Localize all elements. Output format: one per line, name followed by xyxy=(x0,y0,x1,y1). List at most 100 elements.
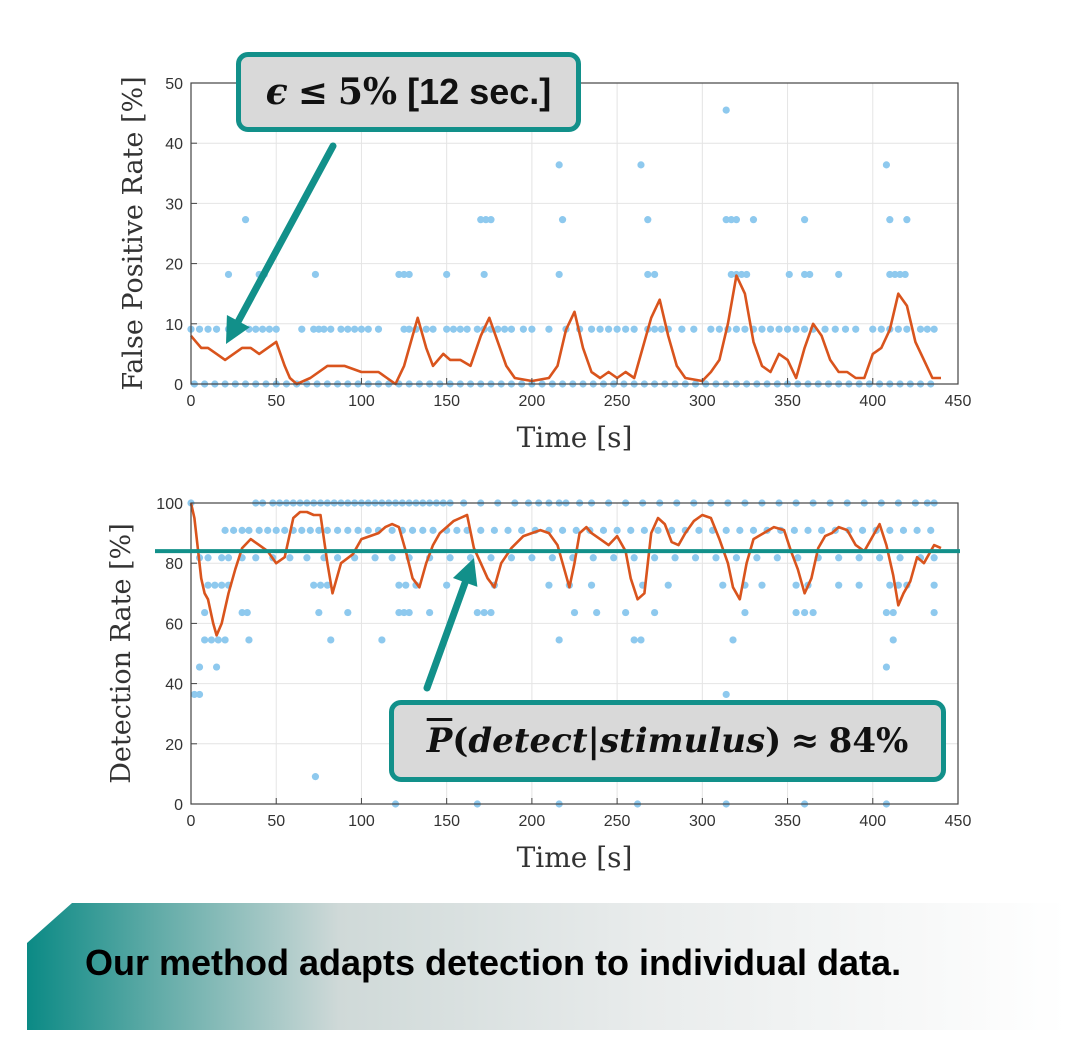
y-tick-label: 40 xyxy=(165,136,183,153)
scatter-point xyxy=(354,526,362,534)
x-tick-label: 350 xyxy=(774,813,801,830)
scatter-point xyxy=(374,325,383,333)
scatter-point xyxy=(252,554,260,562)
scatter-point xyxy=(528,554,536,562)
scatter-point xyxy=(891,270,899,279)
scatter-point xyxy=(224,554,233,562)
scatter-point xyxy=(785,270,793,279)
y-tick-label: 50 xyxy=(165,76,183,93)
x-tick-label: 50 xyxy=(267,813,285,830)
scatter-point xyxy=(443,325,451,333)
scatter-point xyxy=(775,325,783,333)
scatter-point xyxy=(896,554,904,562)
scatter-point xyxy=(456,325,464,333)
scatter-point xyxy=(473,608,481,617)
scatter-point xyxy=(315,325,323,333)
scatter-point xyxy=(630,636,638,644)
scatter-point xyxy=(637,636,645,644)
fp-value: 5% xyxy=(337,71,398,113)
summary-banner xyxy=(27,903,1067,1030)
scatter-point xyxy=(298,526,306,534)
summary-banner-text: Our method adapts detection to individua… xyxy=(85,942,902,983)
scatter-point xyxy=(644,270,652,279)
p-symbol: P xyxy=(426,721,453,761)
scatter-point xyxy=(211,581,219,589)
scatter-point xyxy=(311,270,320,279)
scatter-point xyxy=(630,554,638,562)
x-tick-label: 300 xyxy=(689,813,716,830)
scatter-point xyxy=(453,526,461,534)
scatter-point xyxy=(821,325,829,333)
scatter-point xyxy=(518,526,526,534)
scatter-point xyxy=(449,325,458,333)
arrow-head xyxy=(226,314,250,344)
chart-1: 0 50 100 150 200 250 300 350 400 450 0 10 20 30 40 50 Ti… xyxy=(118,76,971,454)
scatter-point xyxy=(201,636,209,644)
x-tick-label: 150 xyxy=(433,813,460,830)
x-tick-label: 450 xyxy=(945,393,972,410)
x-tick-label: 200 xyxy=(519,393,546,410)
scatter-point xyxy=(245,636,253,644)
scatter-point xyxy=(408,526,417,534)
y-tick-label: 60 xyxy=(165,616,183,633)
moving-average-line xyxy=(189,502,942,637)
scatter-point xyxy=(195,690,204,699)
scatter-point xyxy=(264,526,272,534)
scatter-point xyxy=(637,161,645,169)
scatter-point xyxy=(272,325,280,333)
scatter-point xyxy=(255,526,263,534)
scatter-point xyxy=(405,608,413,617)
scatter-point xyxy=(265,325,274,333)
scatter-point xyxy=(903,325,911,333)
scatter-point xyxy=(446,554,454,562)
scatter-point xyxy=(668,526,676,534)
x-tick-label: 300 xyxy=(689,393,716,410)
scatter-point xyxy=(487,554,495,562)
scatter-point xyxy=(877,325,885,333)
epsilon-symbol: ϵ xyxy=(265,71,288,113)
scatter-point xyxy=(587,325,596,333)
scatter-point xyxy=(473,325,481,333)
scatter-point xyxy=(400,608,408,617)
scatter-point xyxy=(487,216,495,224)
y-tick-label: 30 xyxy=(165,196,183,213)
scatter-point xyxy=(204,554,212,562)
scatter-point xyxy=(869,325,877,333)
x-tick-label: 0 xyxy=(187,813,196,830)
scatter-point xyxy=(315,526,323,534)
scatter-point xyxy=(882,608,891,617)
scatter-point xyxy=(882,663,891,671)
approx-symbol: ≈ xyxy=(790,721,820,761)
scatter-point xyxy=(758,325,766,333)
scatter-point xyxy=(753,554,761,562)
scatter-point xyxy=(901,270,909,279)
scatter-point xyxy=(783,325,792,333)
scatter-point xyxy=(691,554,700,562)
scatter-point xyxy=(218,581,226,589)
scatter-point xyxy=(630,325,638,333)
scatter-point xyxy=(555,636,563,644)
scatter-point xyxy=(806,270,814,279)
scatter-point xyxy=(651,608,659,617)
scatter-point xyxy=(889,636,897,644)
scatter-point xyxy=(930,608,938,617)
scatter-point xyxy=(671,554,679,562)
x-tick-label: 250 xyxy=(604,813,631,830)
scatter-point xyxy=(337,325,345,333)
scatter-point xyxy=(766,325,775,333)
scatter-point xyxy=(801,608,809,617)
scatter-point xyxy=(855,581,863,589)
scatter-point xyxy=(480,270,488,279)
arrow-shaft xyxy=(423,578,469,692)
scatter-point xyxy=(729,636,737,644)
le-symbol: ≤ xyxy=(297,71,328,113)
scatter-point xyxy=(388,554,396,562)
scatter-point xyxy=(875,554,884,562)
scatter-point xyxy=(218,554,226,562)
scatter-point xyxy=(422,325,430,333)
scatter-point xyxy=(927,526,935,534)
scatter-point xyxy=(310,581,318,589)
scatter-point xyxy=(204,581,212,589)
scatter-point xyxy=(835,554,843,562)
scatter-point xyxy=(587,581,596,589)
